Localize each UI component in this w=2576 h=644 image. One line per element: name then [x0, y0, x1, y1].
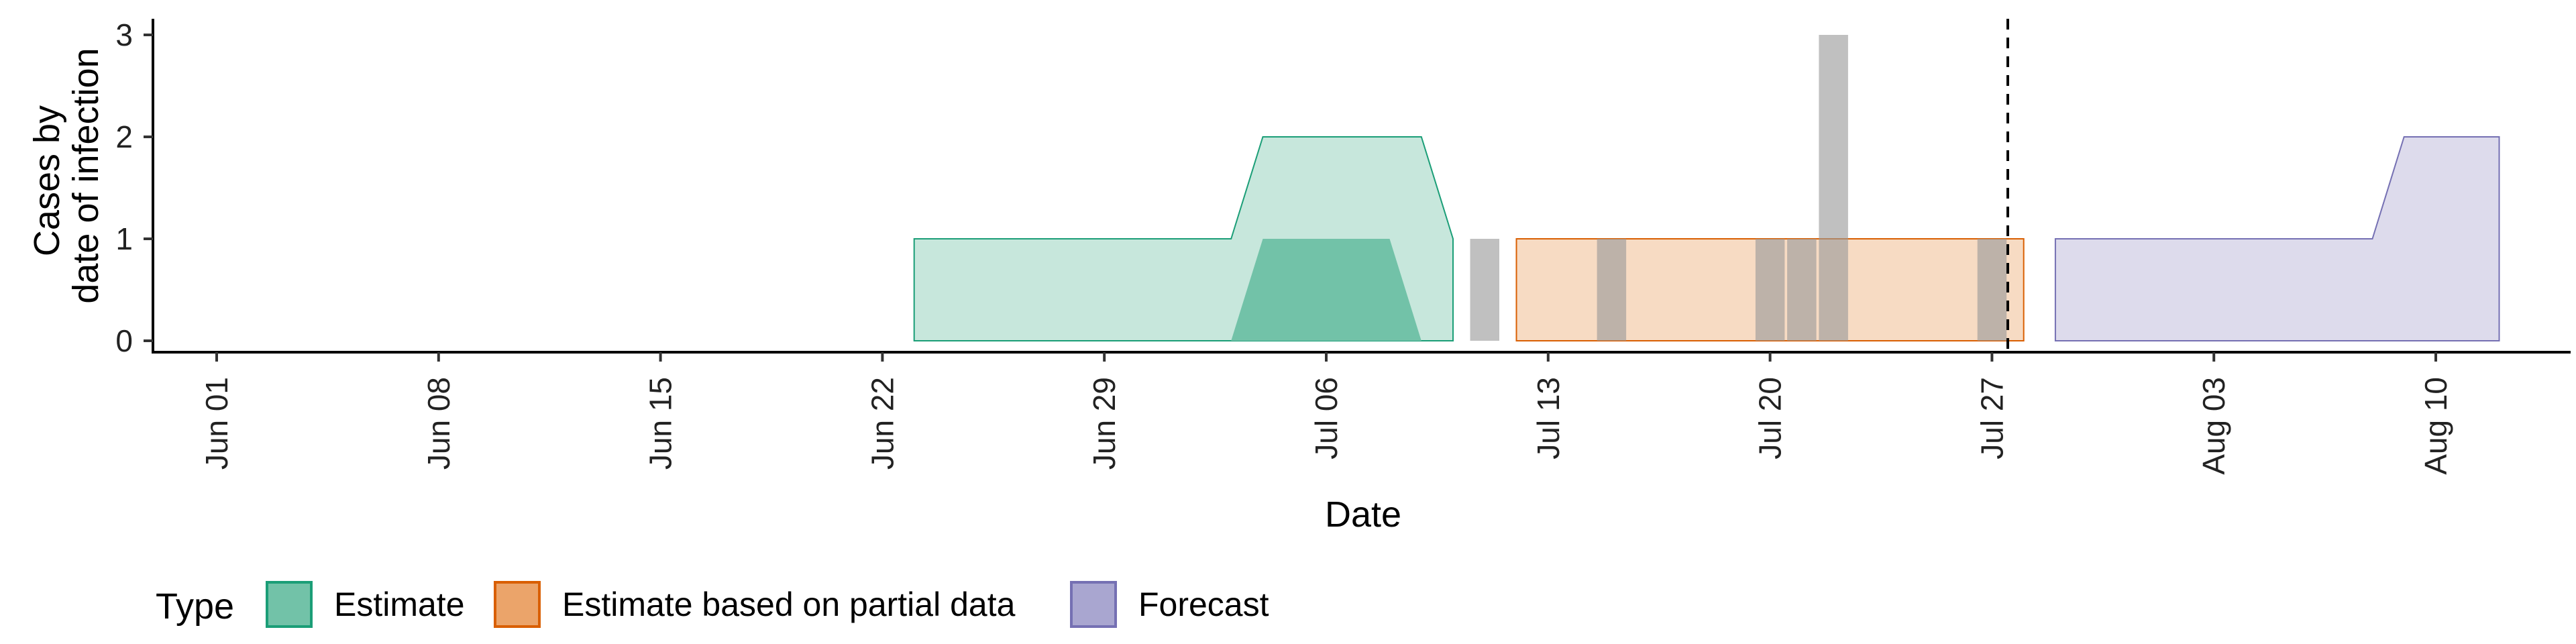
- x-tick-label: Jun 29: [1087, 377, 1122, 470]
- x-tick-label: Aug 10: [2418, 377, 2453, 475]
- x-tick-label: Jul 20: [1753, 377, 1788, 460]
- x-axis-title: Date: [1325, 494, 1401, 535]
- y-axis-title-line-2: date of infection: [66, 48, 106, 303]
- reported-case-bar: [1819, 35, 1848, 341]
- legend-key-partial: [494, 581, 541, 628]
- x-tick-label: Jun 22: [865, 377, 900, 470]
- legend-label-forecast: Forecast: [1138, 586, 1269, 623]
- y-tick-label: 1: [115, 221, 133, 256]
- legend-title: Type: [156, 586, 234, 627]
- reported-case-bar: [1755, 239, 1785, 341]
- reported-case-bar: [1787, 239, 1817, 341]
- x-ticks: Jun 01 Jun 08 Jun 15 Jun 22 Jun 29 Jul 06 Jul …: [199, 352, 2453, 475]
- x-tick-label: Jul 06: [1309, 377, 1344, 460]
- reported-case-bar: [1597, 239, 1627, 341]
- x-tick-label: Jun 08: [421, 377, 456, 470]
- reported-case-bar: [1977, 239, 2007, 341]
- y-axis-title: Cases by date of infection: [27, 48, 106, 303]
- y-axis-title-line-1: Cases by: [27, 105, 67, 256]
- x-tick-label: Jul 13: [1531, 377, 1566, 460]
- band-inner-estimate: [914, 239, 1453, 341]
- legend-label-partial: Estimate based on partial data: [562, 586, 1016, 623]
- band-outer-forecast: [2054, 136, 2500, 341]
- x-tick-label: Jul 27: [1974, 377, 2009, 460]
- plot-area: [913, 19, 2500, 352]
- y-tick-label: 0: [115, 323, 133, 358]
- y-tick-label: 2: [115, 119, 133, 154]
- legend-key-forecast: [1070, 581, 1117, 628]
- legend-label-estimate: Estimate: [334, 586, 465, 623]
- legend-key-estimate: [266, 581, 313, 628]
- axes: [152, 19, 2571, 354]
- y-tick-label: 3: [115, 17, 133, 52]
- y-ticks: 0 1 2 3: [115, 17, 153, 358]
- reported-case-bar: [1470, 239, 1499, 341]
- x-tick-label: Jun 15: [643, 377, 678, 470]
- legend: Type Estimate Estimate based on partial …: [156, 581, 1269, 628]
- x-tick-label: Jun 01: [199, 377, 234, 470]
- x-tick-label: Aug 03: [2196, 377, 2231, 475]
